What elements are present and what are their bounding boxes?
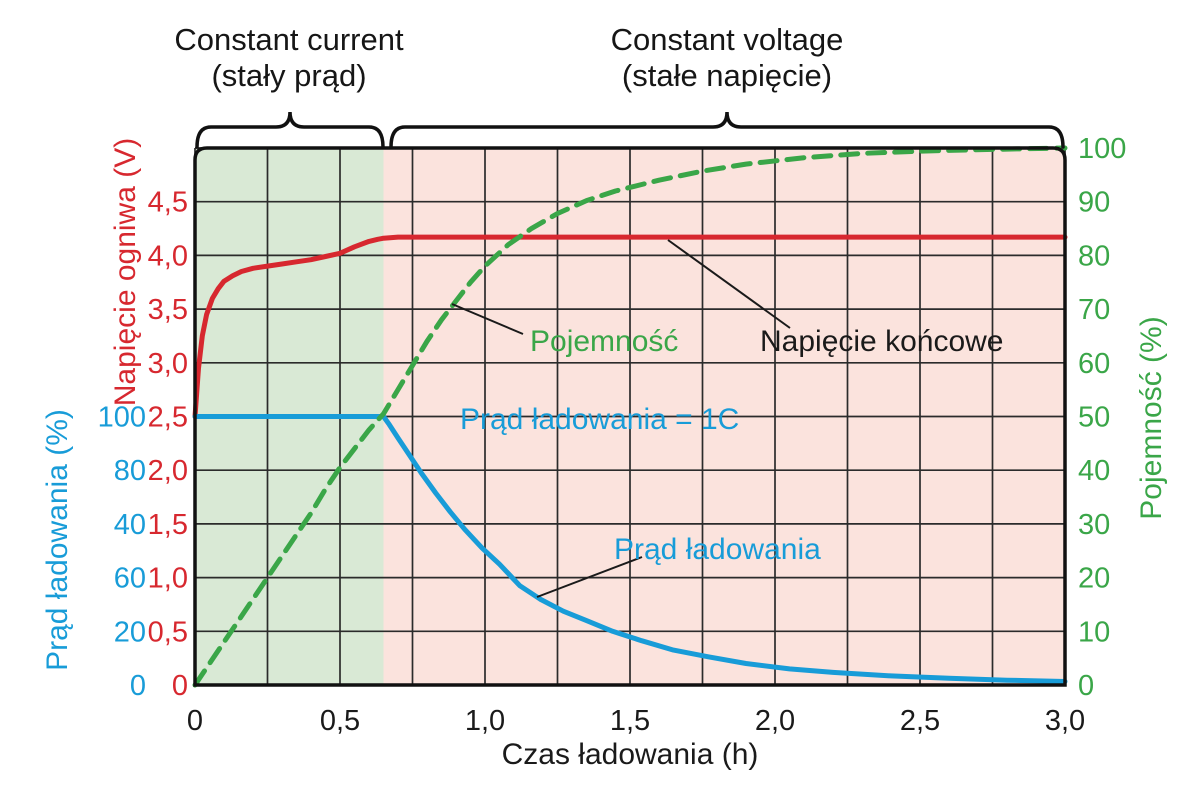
- x-tick-label: 1,0: [465, 705, 505, 737]
- capacity-tick-label: 100: [1078, 133, 1126, 165]
- charge-current-annotation: Prąd ładowania: [614, 533, 821, 566]
- voltage-tick-label: 1,0: [148, 563, 188, 595]
- x-tick-label: 0,5: [320, 705, 360, 737]
- plot-border: [193, 146, 1067, 687]
- capacity-tick-label: 40: [1078, 455, 1110, 487]
- constant-voltage-title: Constant voltage: [610, 22, 844, 57]
- constant-voltage-brace: [389, 111, 1065, 149]
- voltage-tick-label: 4,5: [148, 187, 188, 219]
- constant-current-header: Constant current (stały prąd): [159, 22, 419, 94]
- voltage-tick-label: 0: [172, 670, 188, 702]
- voltage-tick-label: 0,5: [148, 616, 188, 648]
- capacity-tick-label: 60: [1078, 348, 1110, 380]
- constant-voltage-header: Constant voltage (stałe napięcie): [577, 22, 877, 94]
- x-axis-title: Czas ładowania (h): [501, 738, 759, 771]
- voltage-tick-label: 3,5: [148, 294, 188, 326]
- voltage-axis-title: Napięcie ogniwa (V): [109, 137, 142, 407]
- capacity-tick-label: 80: [1078, 240, 1110, 272]
- capacity-axis-title: Pojemność (%): [1135, 316, 1168, 520]
- voltage-tick-label: 3,0: [148, 348, 188, 380]
- charge-current-1c-annotation: Prąd ładowania = 1C: [460, 403, 740, 436]
- end-voltage-annotation: Napięcie końcowe: [760, 325, 1004, 358]
- current-tick-label: 0: [130, 670, 146, 702]
- voltage-tick-label: 2,5: [148, 402, 188, 434]
- capacity-tick-label: 0: [1078, 670, 1094, 702]
- current-tick-label: 80: [114, 455, 146, 487]
- capacity-leader-line: [451, 303, 524, 335]
- x-tick-label: 1,5: [610, 705, 650, 737]
- constant-current-title: Constant current: [174, 22, 404, 57]
- capacity-curve: [192, 145, 1068, 688]
- x-tick-label: 2,5: [900, 705, 940, 737]
- constant-current-brace: [195, 111, 385, 149]
- capacity-tick-label: 90: [1078, 187, 1110, 219]
- current-tick-label: 60: [114, 563, 146, 595]
- x-tick-label: 0: [187, 705, 203, 737]
- voltage-tick-label: 1,5: [148, 509, 188, 541]
- voltage-tick-label: 4,0: [148, 240, 188, 272]
- current-tick-label: 40: [114, 509, 146, 541]
- constant-voltage-subtitle: (stałe napięcie): [621, 57, 833, 93]
- current-tick-label: 20: [114, 616, 146, 648]
- capacity-tick-label: 50: [1078, 402, 1110, 434]
- end-voltage-leader-line: [667, 239, 791, 329]
- capacity-tick-label: 20: [1078, 563, 1110, 595]
- capacity-annotation: Pojemność: [530, 325, 679, 358]
- voltage-tick-label: 2,0: [148, 455, 188, 487]
- x-tick-label: 3,0: [1045, 705, 1085, 737]
- constant-current-subtitle: (stały prąd): [211, 57, 367, 93]
- current-curve: [192, 414, 1068, 684]
- x-tick-label: 2,0: [755, 705, 795, 737]
- current-axis-title: Prąd ładowania (%): [41, 409, 74, 671]
- current-tick-label: 100: [98, 402, 146, 434]
- capacity-tick-label: 10: [1078, 616, 1110, 648]
- voltage-curve: [192, 234, 1068, 419]
- charge-current-leader-line: [536, 556, 643, 598]
- capacity-tick-label: 30: [1078, 509, 1110, 541]
- capacity-tick-label: 70: [1078, 294, 1110, 326]
